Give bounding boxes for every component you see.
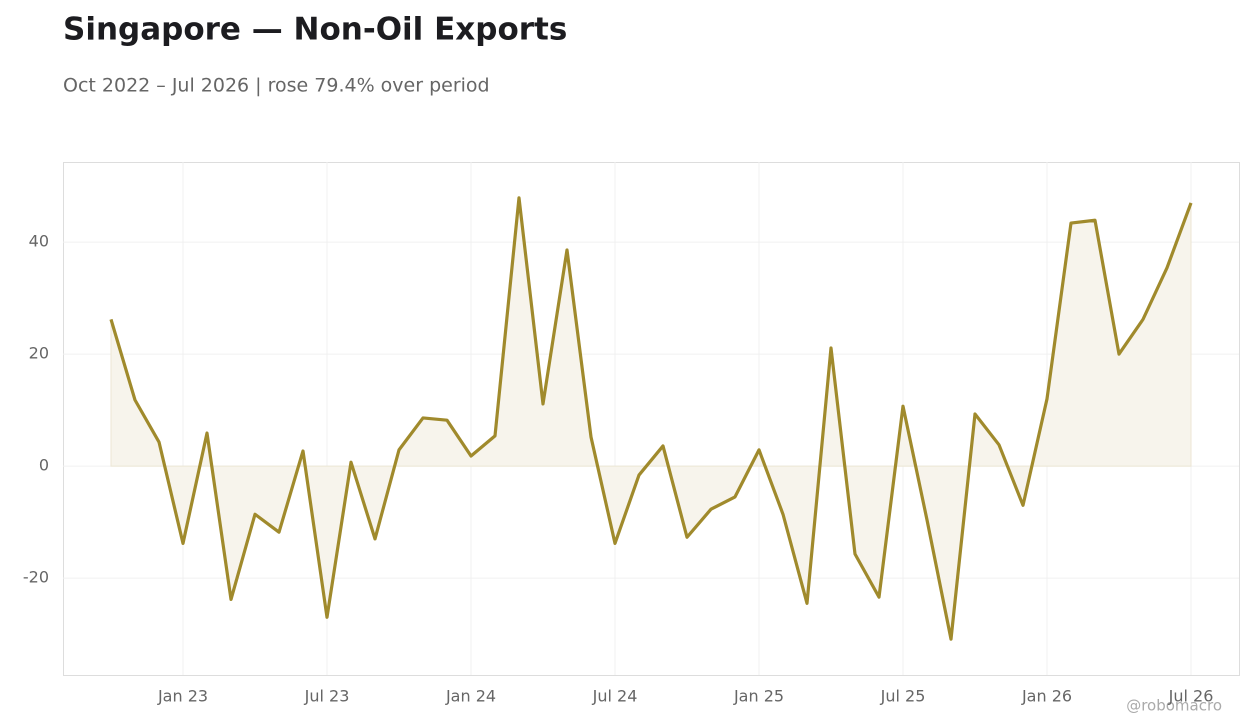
x-tick-label: Jul 23	[304, 687, 350, 706]
y-tick-label: 40	[29, 232, 49, 251]
x-tick-label: Jul 26	[1168, 687, 1214, 706]
chart-subtitle: Oct 2022 – Jul 2026 | rose 79.4% over pe…	[63, 75, 490, 97]
line	[109, 196, 1193, 641]
watermark: @robomacro	[1126, 697, 1222, 715]
y-tick-label: 0	[39, 456, 49, 475]
chart-title: Singapore — Non-Oil Exports	[63, 12, 567, 48]
y-tick-label: 20	[29, 344, 49, 363]
x-tick-label: Jul 24	[592, 687, 638, 706]
x-tick-label: Jan 25	[733, 687, 784, 706]
plot-frame	[63, 162, 1240, 676]
x-tick-label: Jan 23	[157, 687, 208, 706]
x-tick-label: Jul 25	[880, 687, 926, 706]
y-tick-label: -20	[23, 568, 49, 587]
x-tick-label: Jan 26	[1021, 687, 1072, 706]
x-tick-label: Jan 24	[445, 687, 496, 706]
area	[110, 197, 1192, 640]
